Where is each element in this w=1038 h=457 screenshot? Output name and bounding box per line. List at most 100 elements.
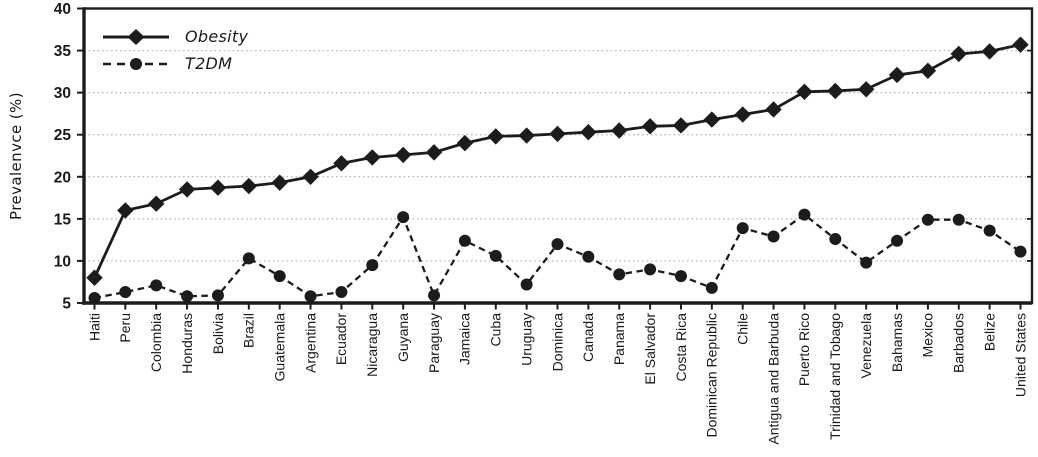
- t2dm-marker: [921, 213, 934, 226]
- t2dm-marker: [458, 234, 471, 247]
- obesity-marker: [302, 168, 319, 185]
- obesity-marker: [178, 181, 196, 198]
- y-tick-label: 35: [54, 43, 72, 60]
- t2dm-marker: [613, 268, 626, 281]
- obesity-marker: [734, 106, 751, 123]
- x-category-label: Haiti: [86, 313, 102, 341]
- obesity-marker: [672, 117, 690, 134]
- x-category-label: Bahamas: [889, 313, 905, 372]
- t2dm-marker: [428, 289, 441, 302]
- x-category-label: Antigua and Barbuda: [765, 313, 781, 445]
- y-tick-label: 25: [54, 127, 72, 144]
- x-category-label: Barbados: [951, 313, 967, 373]
- obesity-marker: [394, 146, 412, 164]
- obesity-marker: [857, 81, 875, 98]
- x-category-label: Brazil: [241, 313, 257, 348]
- legend-label-obesity: Obesity: [185, 27, 249, 46]
- y-tick-label: 5: [62, 296, 71, 313]
- obesity-marker: [117, 202, 134, 219]
- x-category-label: Colombia: [148, 313, 164, 372]
- obesity-marker: [271, 174, 288, 191]
- y-tick-label: 40: [54, 1, 71, 18]
- obesity-marker: [888, 66, 906, 84]
- t2dm-marker: [1014, 245, 1027, 258]
- t2dm-marker: [674, 270, 687, 283]
- t2dm-marker: [181, 290, 194, 303]
- t2dm-line-circle-icon: [103, 57, 169, 70]
- x-category-label: Cuba: [488, 313, 504, 347]
- obesity-marker: [796, 83, 813, 101]
- obesity-marker: [148, 195, 165, 212]
- t2dm-marker: [242, 252, 255, 265]
- x-category-label: El Salvador: [642, 313, 658, 385]
- x-category-label: Nicaragua: [364, 313, 380, 377]
- t2dm-marker: [366, 259, 379, 272]
- t2dm-marker: [891, 234, 904, 247]
- obesity-marker: [487, 128, 504, 145]
- x-category-label: Honduras: [179, 313, 195, 374]
- obesity-marker: [549, 125, 566, 143]
- obesity-marker: [364, 149, 381, 166]
- t2dm-marker: [736, 222, 749, 235]
- x-category-label: Chile: [735, 313, 751, 345]
- obesity-marker: [950, 45, 967, 63]
- y-tick-label: 10: [54, 253, 71, 270]
- x-category-label: Belize: [981, 313, 997, 351]
- obesity-marker: [580, 123, 597, 141]
- obesity-marker: [209, 179, 227, 196]
- t2dm-line: [94, 213, 1022, 300]
- x-category-label: Ecuador: [333, 313, 349, 365]
- t2dm-marker: [551, 238, 564, 251]
- x-category-label: Paraguay: [426, 313, 442, 373]
- t2dm-marker: [520, 278, 533, 291]
- obesity-marker: [425, 144, 443, 161]
- x-category-label: Dominica: [549, 313, 565, 372]
- t2dm-marker: [489, 249, 502, 262]
- x-category-label: Costa Rica: [673, 313, 689, 382]
- t2dm-marker: [983, 224, 996, 237]
- legend-item-obesity: Obesity: [102, 27, 248, 46]
- obesity-marker: [827, 82, 844, 100]
- t2dm-marker: [150, 279, 163, 292]
- t2dm-marker: [829, 233, 842, 246]
- t2dm-marker: [798, 208, 811, 221]
- t2dm-marker: [644, 263, 657, 276]
- legend-label-t2dm: T2DM: [185, 54, 233, 73]
- obesity-marker: [611, 122, 628, 139]
- y-tick-label: 15: [54, 211, 72, 228]
- obesity-marker: [765, 101, 782, 118]
- x-category-label: United States: [1012, 313, 1028, 397]
- t2dm-marker: [767, 230, 780, 243]
- y-axis-title: Prevalenvce (%): [7, 92, 25, 220]
- obesity-marker: [981, 43, 998, 60]
- x-category-label: Peru: [117, 313, 133, 343]
- obesity-marker: [641, 118, 659, 135]
- t2dm-marker: [304, 290, 317, 303]
- obesity-marker: [703, 111, 721, 128]
- t2dm-marker: [952, 213, 965, 226]
- x-category-label: Venezuela: [858, 313, 874, 379]
- y-tick-label: 20: [54, 169, 71, 186]
- t2dm-marker: [335, 286, 348, 299]
- obesity-marker: [456, 134, 474, 152]
- x-category-label: Jamaica: [457, 313, 473, 365]
- x-category-label: Bolivia: [210, 313, 226, 354]
- obesity-marker: [240, 177, 258, 195]
- x-category-label: Trinidad and Tobago: [827, 313, 843, 440]
- obesity-marker: [86, 269, 103, 286]
- obesity-marker: [1012, 36, 1029, 53]
- obesity-line-diamond-icon: [103, 28, 169, 45]
- x-category-label: Puerto Rico: [796, 313, 812, 386]
- legend-item-t2dm: T2DM: [102, 54, 248, 73]
- x-category-label: Panama: [611, 313, 627, 365]
- t2dm-marker: [273, 270, 286, 283]
- x-category-label: Canada: [580, 313, 596, 362]
- obesity-marker: [333, 155, 350, 172]
- t2dm-marker: [582, 250, 595, 263]
- t2dm-marker: [119, 286, 132, 299]
- y-tick-label: 30: [54, 85, 71, 102]
- x-category-label: Guatemala: [272, 313, 288, 382]
- x-category-label: Mexico: [920, 313, 936, 358]
